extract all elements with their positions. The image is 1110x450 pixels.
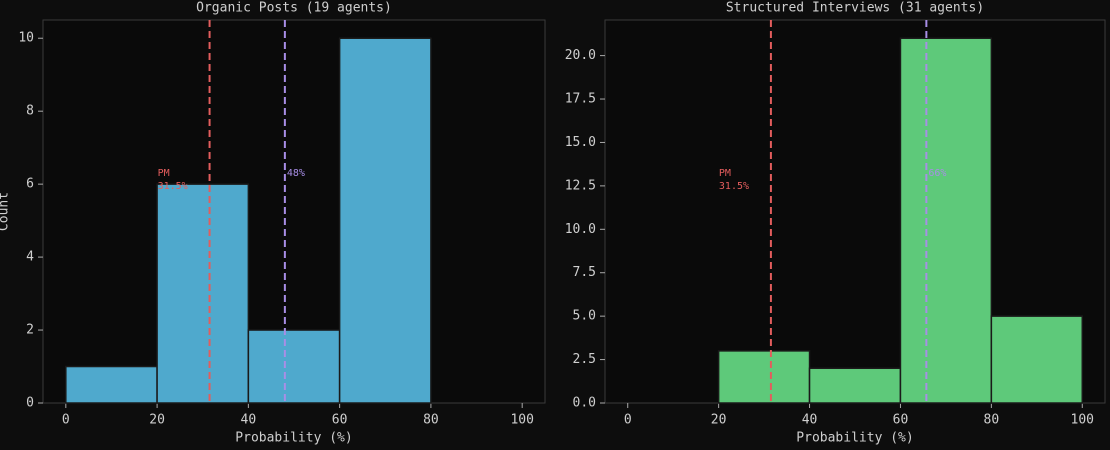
x-tick-label: 40 [241, 413, 257, 428]
y-tick-label: 2.5 [573, 352, 596, 367]
bar [65, 365, 158, 404]
x-tick-label: 100 [1071, 413, 1094, 428]
x-tick-label: 20 [149, 413, 165, 428]
x-tick-label: 0 [624, 413, 632, 428]
y-tick-label: 8 [26, 104, 34, 119]
reference-label: PM [158, 168, 170, 179]
y-axis-label: Count [0, 192, 12, 231]
reference-label: 48% [287, 168, 305, 179]
y-tick-label: 0 [26, 396, 34, 411]
x-tick-label: 100 [510, 413, 533, 428]
y-tick-label: 4 [26, 250, 34, 265]
y-tick-label: 10 [18, 31, 34, 46]
bar [990, 315, 1084, 404]
x-tick-label: 80 [984, 413, 1000, 428]
bar [338, 37, 432, 404]
y-tick-label: 17.5 [565, 92, 596, 107]
x-tick-label: 0 [62, 413, 70, 428]
x-axis-label: Probability (%) [796, 431, 913, 446]
reference-label: 66% [928, 168, 946, 179]
y-tick-label: 12.5 [565, 178, 596, 193]
chart-title: Structured Interviews (31 agents) [726, 1, 984, 16]
y-tick-label: 10.0 [565, 222, 596, 237]
bar [808, 367, 902, 404]
x-axis-label: Probability (%) [235, 431, 352, 446]
reference-label: 31.5% [158, 181, 188, 192]
reference-label: PM [719, 168, 731, 179]
bar [899, 37, 993, 404]
x-tick-label: 60 [332, 413, 348, 428]
y-tick-label: 5.0 [573, 309, 596, 324]
x-tick-label: 40 [802, 413, 818, 428]
x-tick-label: 20 [711, 413, 727, 428]
y-tick-label: 6 [26, 177, 34, 192]
chart-title: Organic Posts (19 agents) [196, 1, 392, 16]
bar [247, 329, 341, 404]
bar [156, 183, 250, 404]
y-tick-label: 2 [26, 323, 34, 338]
x-tick-label: 60 [893, 413, 909, 428]
y-tick-label: 7.5 [573, 265, 596, 280]
y-tick-label: 20.0 [565, 48, 596, 63]
bar [717, 350, 811, 404]
reference-label: 31.5% [719, 181, 749, 192]
x-tick-label: 80 [423, 413, 439, 428]
y-tick-label: 15.0 [565, 135, 596, 150]
y-tick-label: 0.0 [573, 396, 596, 411]
